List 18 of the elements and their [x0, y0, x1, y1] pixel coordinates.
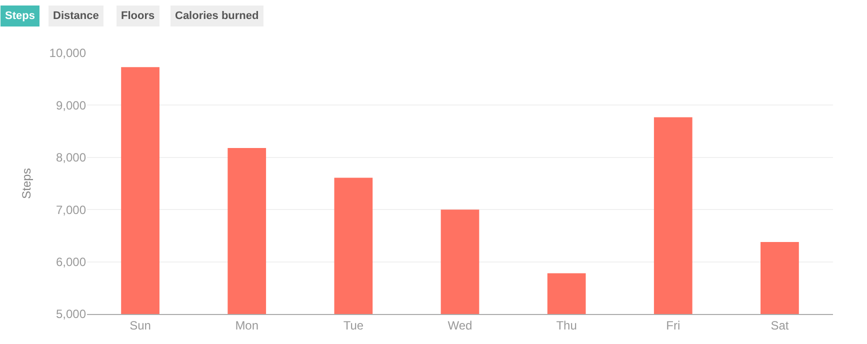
x-tick-label: Thu: [556, 318, 577, 332]
y-tick-label: 8,000: [56, 150, 86, 165]
text: Calories burned: [175, 10, 259, 22]
text: Floors: [121, 10, 155, 22]
y-tick-label: 5,000: [56, 307, 86, 322]
text: Steps: [5, 10, 35, 22]
y-tick-label: 10,000: [49, 46, 86, 60]
x-tick-label: Fri: [666, 318, 680, 332]
x-tick-label: Sat: [770, 318, 790, 332]
y-tick-label: 6,000: [56, 255, 86, 269]
y-axis-title: Steps: [20, 168, 34, 199]
x-tick-label: Mon: [235, 318, 259, 332]
x-tick-label: Wed: [448, 318, 472, 332]
y-tick-label: 9,000: [56, 98, 86, 112]
text: Distance: [53, 10, 99, 22]
y-tick-label: 7,000: [56, 202, 86, 217]
x-tick-label: Tue: [343, 318, 364, 332]
x-tick-label: Sun: [130, 318, 151, 332]
